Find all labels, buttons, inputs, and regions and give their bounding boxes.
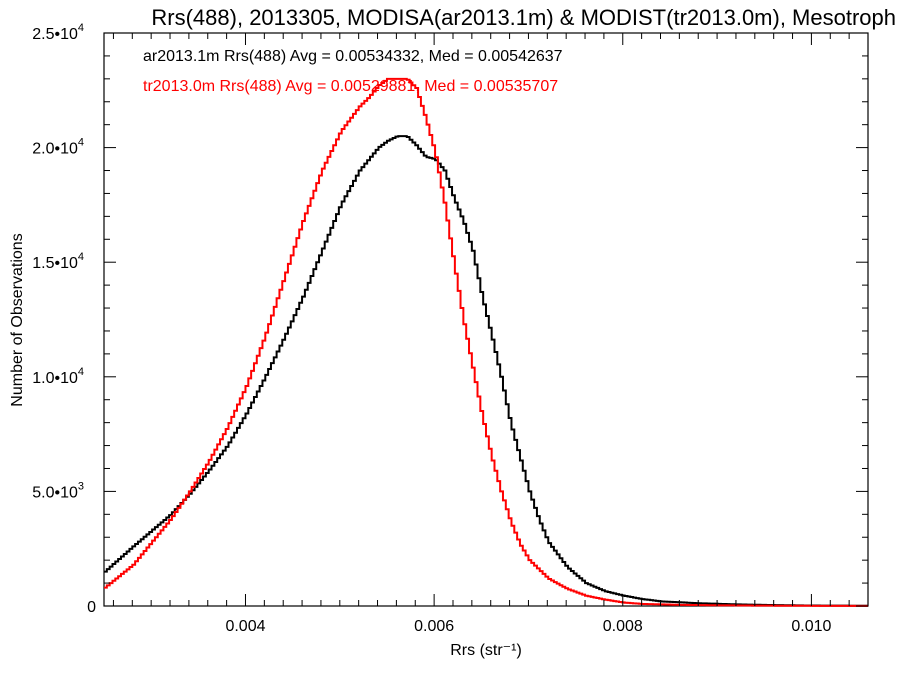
y-tick-label: 1.0•104 [32, 366, 84, 387]
x-tick-label: 0.008 [603, 618, 643, 635]
y-tick-exponent: 4 [78, 137, 84, 149]
y-tick-label: 5.0•103 [32, 480, 84, 501]
x-axis-label: Rrs (str⁻¹) [450, 642, 522, 659]
y-tick-base: 1.5•10 [32, 255, 78, 272]
y-tick-exponent: 3 [78, 480, 84, 492]
series-layer [104, 77, 868, 607]
x-tick-label: 0.006 [414, 618, 454, 635]
plot-frame [103, 32, 869, 607]
y-tick-base: 2.0•10 [32, 141, 78, 158]
y-tick-exponent: 4 [78, 251, 84, 263]
series-line-tr2013.0m [104, 77, 868, 607]
y-tick-base: 1.0•10 [32, 370, 78, 387]
x-tick-label: 0.010 [791, 618, 831, 635]
y-tick-label: 2.0•104 [32, 137, 84, 158]
y-tick-label: 2.5•104 [32, 22, 84, 43]
y-tick-base: 2.5•10 [32, 26, 78, 43]
y-tick-base: 0 [87, 599, 96, 616]
y-tick-exponent: 4 [78, 22, 84, 34]
chart-title: Rrs(488), 2013305, MODISA(ar2013.1m) & M… [151, 5, 896, 30]
y-tick-base: 5.0•10 [32, 484, 78, 501]
tick-layer: 0.004 0.006 0.008 0.01005.0•1031.0•1041.5•1… [32, 22, 869, 635]
series-line-ar2013.1m [104, 135, 868, 607]
y-tick-label: 1.5•104 [32, 251, 84, 272]
legend-entry-tr2013.0m: tr2013.0m Rrs(488) Avg = 0.00529881, Med… [143, 78, 558, 95]
y-tick-exponent: 4 [78, 366, 84, 378]
y-tick-label: 0 [87, 599, 96, 616]
legend: ar2013.1m Rrs(488) Avg = 0.00534332, Med… [143, 48, 563, 95]
legend-entry-ar2013.1m: ar2013.1m Rrs(488) Avg = 0.00534332, Med… [143, 48, 563, 65]
y-axis-label: Number of Observations [9, 233, 26, 406]
x-tick-label: 0.004 [225, 618, 265, 635]
